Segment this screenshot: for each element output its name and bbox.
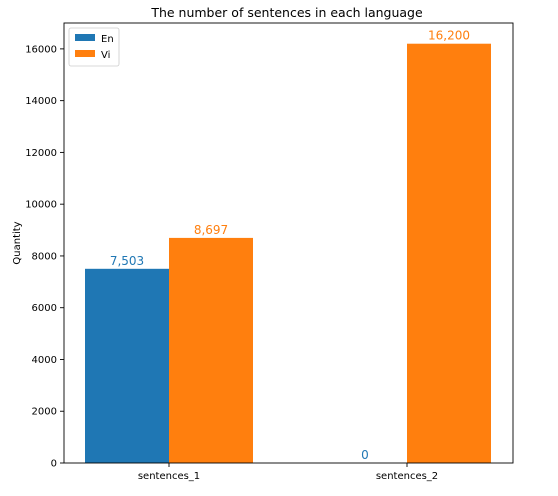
y-tick-label: 0 [51,459,57,470]
y-tick-label: 12000 [25,148,57,159]
y-axis-label: Quantity [12,221,23,264]
y-tick-label: 14000 [25,96,57,107]
y-tick-label: 8000 [32,251,57,262]
x-tick-label-sentences_1: sentences_1 [138,471,200,482]
x-tick-label-sentences_2: sentences_2 [376,471,438,482]
legend-label-vi: Vi [101,50,110,61]
bar-en-sentences_1 [85,268,169,463]
bar-vi-sentences_2 [407,43,491,464]
legend: En Vi [68,27,120,67]
data-label-en-sentences_2: 0 [361,448,369,462]
y-tick-label: 16000 [25,44,57,55]
bars-layer [85,43,491,464]
y-tick-label: 6000 [32,303,57,314]
y-tick-label: 10000 [25,200,57,211]
data-labels-layer: 7,503 0 8,697 16,200 [110,29,470,462]
legend-swatch-vi [75,50,95,57]
y-tick-label: 4000 [32,355,57,366]
legend-swatch-en [75,34,95,41]
data-label-vi-sentences_2: 16,200 [428,29,470,43]
data-label-vi-sentences_1: 8,697 [194,223,228,237]
x-axis: sentences_1 sentences_2 [138,463,438,482]
bar-vi-sentences_1 [169,237,253,463]
y-tick-label: 2000 [32,407,57,418]
y-axis: 0 2000 4000 6000 8000 10000 12000 14000 16000 [25,44,64,470]
plot-area-frame [63,22,514,464]
legend-label-en: En [101,34,114,45]
chart-title: The number of sentences in each language [150,5,423,20]
data-label-en-sentences_1: 7,503 [110,254,144,268]
